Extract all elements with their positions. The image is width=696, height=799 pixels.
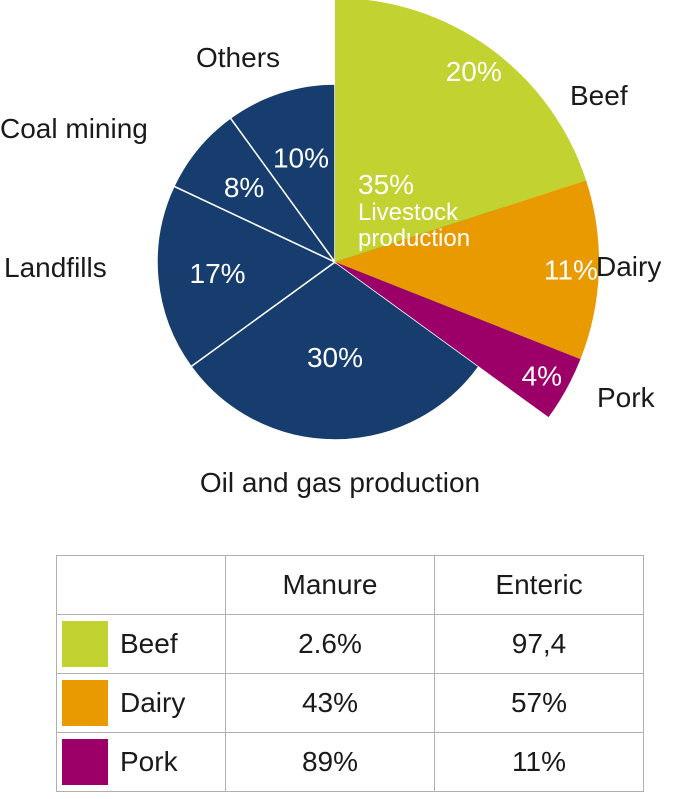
- table-cell-enteric: 97,4: [434, 614, 644, 674]
- breakdown-value-pork: 4%: [522, 361, 562, 392]
- table-cell-category: Beef: [56, 614, 226, 674]
- table-row-dairy: Dairy 43% 57%: [56, 673, 644, 733]
- table-cell-enteric: 11%: [434, 732, 644, 792]
- table-row-beef: Beef 2.6% 97,4: [56, 614, 644, 674]
- category-label-dairy: Dairy: [596, 251, 661, 282]
- pie-labels: 20% 11% 4% 30% 17% 8% 10% 35%Livestockproductio…: [0, 42, 661, 498]
- breakdown-arc-beef: [335, 0, 587, 262]
- table-header-manure: Manure: [225, 555, 435, 615]
- category-label-beef: Beef: [570, 80, 628, 111]
- table-row-pork: Pork 89% 11%: [56, 732, 644, 792]
- breakdown-value-beef: 20%: [446, 56, 502, 87]
- livestock-value-label: 35%: [358, 169, 414, 200]
- livestock-label-line2: production: [358, 225, 470, 252]
- pork-swatch: [62, 739, 108, 785]
- table-cell-category: Dairy: [56, 673, 226, 733]
- category-label-landfills: Landfills: [4, 252, 107, 283]
- table-header-category: [56, 555, 226, 615]
- category-label-pork: Pork: [597, 382, 656, 413]
- table-cell-enteric: 57%: [434, 673, 644, 733]
- slice-landfills: [156, 185, 337, 368]
- table-row-label: Beef: [120, 628, 178, 659]
- beef-swatch: [62, 621, 108, 667]
- category-label-oil-and-gas-production: Oil and gas production: [200, 467, 480, 498]
- table-row-label: Pork: [120, 746, 178, 777]
- table-cell-manure: 89%: [225, 732, 435, 792]
- breakdown-value-dairy: 11%: [544, 254, 598, 285]
- table-cell-category: Pork: [56, 732, 226, 792]
- slice-value-oil-and-gas-production: 30%: [307, 342, 363, 373]
- slice-value-landfills: 17%: [190, 258, 246, 289]
- livestock-emissions-table: Manure Enteric Beef 2.6% 97,4 Dairy 43% …: [56, 555, 644, 792]
- dairy-swatch: [62, 680, 108, 726]
- slice-others: [229, 83, 336, 265]
- methane-pie-chart: 20% 11% 4% 30% 17% 8% 10% 35%Livestockproductio…: [0, 0, 661, 498]
- slice-value-coal-mining: 8%: [224, 172, 264, 203]
- slice-value-others: 10%: [273, 142, 329, 173]
- category-label-coal-mining: Coal mining: [0, 113, 148, 144]
- livestock-label-line1: Livestock: [358, 199, 459, 226]
- table-header-enteric: Enteric: [434, 555, 644, 615]
- slice-coal-mining: [172, 116, 336, 263]
- slice-oil-and-gas-production: [189, 261, 481, 441]
- category-label-others: Others: [196, 42, 280, 73]
- table-header-row: Manure Enteric: [56, 555, 644, 615]
- livestock-breakdown-arcs: [335, 0, 599, 418]
- breakdown-arc-dairy: [335, 180, 599, 360]
- breakdown-arc-pork: [335, 262, 581, 418]
- table-cell-manure: 2.6%: [225, 614, 435, 674]
- table-cell-manure: 43%: [225, 673, 435, 733]
- table-row-label: Dairy: [120, 687, 186, 718]
